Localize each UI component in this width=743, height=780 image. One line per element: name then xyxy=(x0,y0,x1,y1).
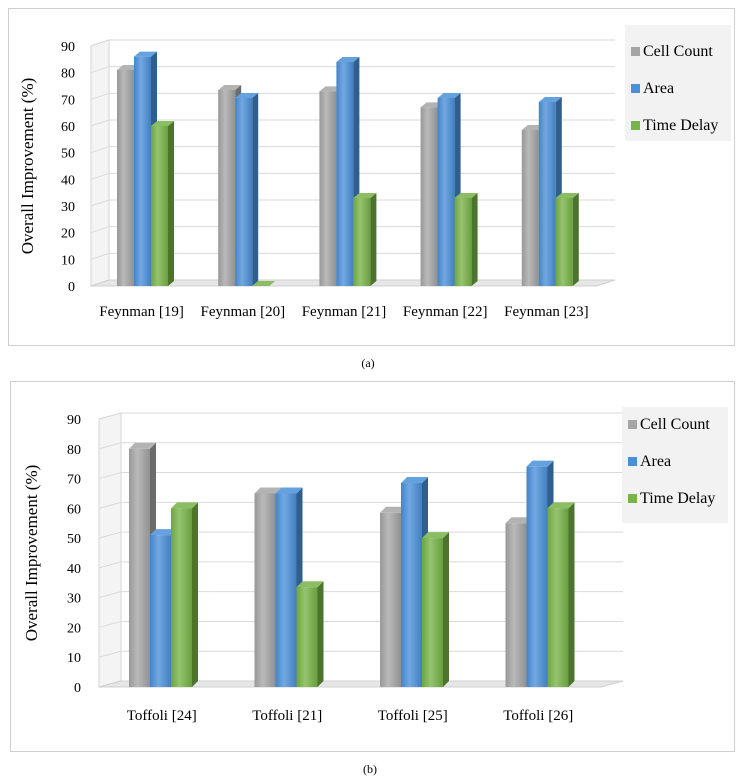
y-axis-title: Overall Improvement (%) xyxy=(18,78,37,255)
bars xyxy=(129,442,575,687)
gridline-side xyxy=(98,531,122,539)
gridline-side xyxy=(98,472,122,480)
x-tick-label: Toffoli [21] xyxy=(252,708,322,724)
gridline-side xyxy=(90,199,110,207)
y-tick-label: 20 xyxy=(67,621,81,636)
legend: Cell Count Area Time Delay xyxy=(625,25,731,141)
y-tick-label: 40 xyxy=(67,562,81,577)
legend-item: Time Delay xyxy=(631,117,718,134)
legend-item: Cell Count xyxy=(631,43,713,60)
side-wall xyxy=(98,412,122,688)
y-tick-label: 60 xyxy=(67,502,81,517)
x-tick-label: Feynman [22] xyxy=(403,304,488,320)
legend-label: Cell Count xyxy=(640,416,710,433)
legend-item: Area xyxy=(628,453,671,470)
gridline-side xyxy=(90,146,110,154)
caption-a: (a) xyxy=(361,356,375,370)
y-tick-label: 30 xyxy=(67,592,81,607)
gridline-side xyxy=(90,226,110,234)
bar-time-delay xyxy=(454,193,478,286)
bar-area xyxy=(235,93,259,286)
gridline-side xyxy=(98,650,122,658)
bar-time-delay xyxy=(555,193,579,286)
plot-area xyxy=(98,412,624,688)
y-tick-label: 80 xyxy=(67,443,81,458)
x-tick-label: Feynman [20] xyxy=(201,304,286,320)
y-tick-label: 90 xyxy=(67,413,81,428)
legend-label: Area xyxy=(643,80,674,97)
legend-swatch xyxy=(631,47,640,56)
y-tick-label: 70 xyxy=(61,93,75,108)
legend-box xyxy=(622,407,728,523)
gridline-side xyxy=(90,92,110,100)
y-tick-label: 40 xyxy=(61,173,75,188)
gridline-side xyxy=(90,252,110,260)
gridline-side xyxy=(98,591,122,599)
gridline-side xyxy=(90,172,110,180)
legend-label: Time Delay xyxy=(640,490,715,507)
chart-panel-a: 0 10 20 30 40 50 60 70 80 90 Overall Improvement (… xyxy=(8,8,735,346)
y-tick-label: 0 xyxy=(68,280,75,295)
y-tick-label: 50 xyxy=(61,147,75,162)
legend-swatch xyxy=(631,84,640,93)
legend-label: Area xyxy=(640,453,671,470)
y-tick-label: 90 xyxy=(61,40,75,55)
bar-time-delay xyxy=(296,581,324,687)
y-axis-title: Overall Improvement (%) xyxy=(22,465,41,642)
chart-b: 0 10 20 30 40 50 60 70 80 90 Overall Improvement (… xyxy=(22,407,728,724)
side-wall xyxy=(90,39,110,287)
y-tick-label: 50 xyxy=(67,532,81,547)
y-tick-label: 10 xyxy=(67,651,81,666)
gridline-side xyxy=(98,620,122,628)
legend-swatch xyxy=(628,457,637,466)
bar-time-delay xyxy=(151,121,174,286)
gridline-side xyxy=(98,501,122,509)
legend-swatch xyxy=(628,494,637,503)
legend-item: Time Delay xyxy=(628,490,715,507)
legend-swatch xyxy=(628,420,637,429)
bar-time-delay xyxy=(252,281,276,286)
y-tick-label: 30 xyxy=(61,200,75,215)
x-tick-label: Feynman [21] xyxy=(302,304,387,320)
legend-label: Time Delay xyxy=(643,117,718,134)
y-tick-label: 80 xyxy=(61,67,75,82)
legend: Cell Count Area Time Delay xyxy=(622,407,728,523)
chart-a: 0 10 20 30 40 50 60 70 80 90 Overall Improvement (… xyxy=(18,25,731,320)
legend-item: Cell Count xyxy=(628,416,710,433)
y-tick-label: 60 xyxy=(61,120,75,135)
x-tick-label: Toffoli [25] xyxy=(378,708,448,724)
bar-time-delay xyxy=(171,502,198,687)
legend-label: Cell Count xyxy=(643,43,713,60)
x-tick-label: Toffoli [26] xyxy=(503,708,573,724)
gridline-side xyxy=(98,561,122,569)
y-tick-label: 70 xyxy=(67,473,81,488)
y-tick-label: 10 xyxy=(61,253,75,268)
bar-time-delay xyxy=(547,502,575,687)
x-tick-label: Feynman [23] xyxy=(504,304,589,320)
bars xyxy=(117,51,579,286)
y-tick-label: 20 xyxy=(61,227,75,242)
gridline-side xyxy=(90,66,110,74)
x-tick-label: Feynman [19] xyxy=(99,304,184,320)
legend-item: Area xyxy=(631,80,674,97)
legend-swatch xyxy=(631,121,640,130)
gridline-side xyxy=(90,119,110,127)
legend-box xyxy=(625,25,731,141)
gridline-side xyxy=(98,442,122,450)
y-tick-label: 0 xyxy=(74,681,81,696)
bar-time-delay xyxy=(353,193,377,286)
bar-time-delay xyxy=(422,532,449,687)
gridline-side xyxy=(90,39,110,47)
gridline-side xyxy=(98,412,122,420)
x-tick-label: Toffoli [24] xyxy=(127,708,197,724)
chart-panel-b: 0 10 20 30 40 50 60 70 80 90 Overall Improvement (… xyxy=(10,381,735,752)
caption-b: (b) xyxy=(363,762,377,776)
